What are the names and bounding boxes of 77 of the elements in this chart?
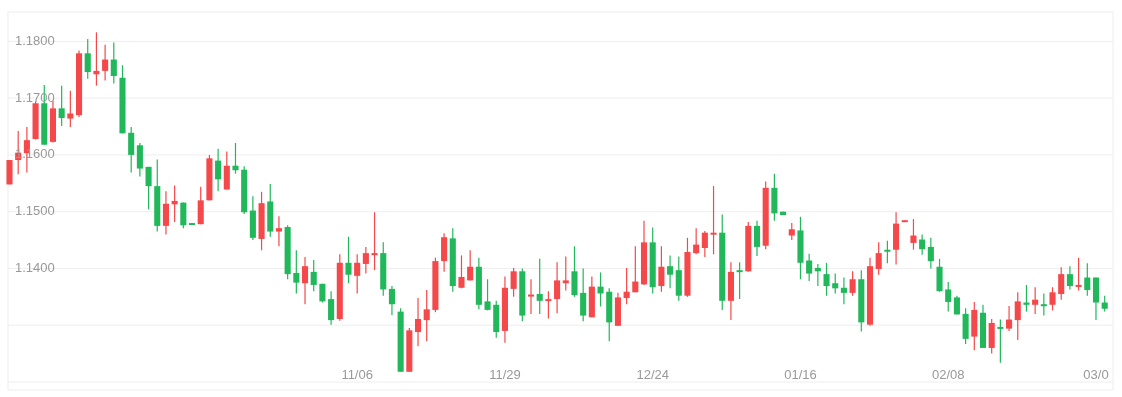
- candlestick: [632, 245, 639, 293]
- candlestick: [371, 211, 378, 271]
- candlestick: [328, 290, 335, 326]
- candlestick: [884, 240, 891, 264]
- candlestick: [823, 262, 830, 297]
- candlestick: [510, 267, 517, 298]
- x-tick-label: 11/06: [341, 367, 373, 382]
- candlestick: [197, 186, 204, 225]
- candlestick: [467, 249, 474, 281]
- candlestick: [623, 267, 630, 305]
- candlestick: [753, 220, 761, 257]
- candlestick: [441, 232, 448, 273]
- candlestick: [232, 142, 239, 175]
- candlestick: [215, 148, 222, 192]
- candlestick: [701, 230, 708, 258]
- candlestick: [484, 278, 491, 312]
- candlestick: [545, 290, 552, 320]
- candlestick: [1066, 265, 1073, 291]
- candlestick: [388, 285, 395, 316]
- candlestick: [693, 227, 700, 255]
- x-tick-label: 01/16: [784, 367, 817, 382]
- candlestick: [102, 44, 109, 82]
- y-tick-label: 1.1800: [15, 32, 55, 48]
- candlestick: [806, 253, 813, 282]
- candlestick: [1058, 266, 1065, 301]
- candlestick: [1014, 291, 1021, 341]
- candlestick: [875, 241, 882, 276]
- candlestick: [910, 218, 917, 251]
- y-tick-label: 1.1500: [15, 203, 55, 219]
- candlestick: [67, 90, 74, 128]
- candlestick: [58, 85, 65, 127]
- candlestick: [301, 256, 309, 305]
- candlestick: [919, 233, 926, 256]
- candlestick: [345, 236, 352, 284]
- candlestick: [362, 246, 369, 275]
- candlestick: [1032, 286, 1039, 315]
- candlestick: [554, 261, 561, 314]
- candlestick: [562, 255, 569, 292]
- candlestick: [275, 215, 282, 247]
- candlestick: [110, 41, 117, 84]
- candlestick: [710, 185, 717, 255]
- candlestick: [1084, 262, 1091, 297]
- y-tick-label: 1.1400: [15, 259, 55, 275]
- candlestick: [840, 276, 847, 305]
- candlestick: [293, 249, 300, 295]
- candlestick: [736, 261, 743, 300]
- x-tick-label: 12/24: [636, 367, 669, 382]
- candlestick: [580, 267, 587, 322]
- candlestick: [310, 259, 317, 292]
- candlestick: [458, 254, 465, 289]
- candlestick: [849, 270, 856, 297]
- candlestick: [136, 142, 143, 178]
- candlestick: [354, 253, 361, 295]
- x-tick-label: 03/0: [1083, 367, 1109, 382]
- x-tick-label: 11/29: [489, 367, 521, 382]
- candlestick: [527, 278, 535, 315]
- candlestick: [1006, 305, 1013, 332]
- candlestick: [128, 126, 135, 174]
- candlestick: [667, 254, 674, 289]
- candlestick: [223, 150, 230, 191]
- candlestick: [997, 318, 1004, 364]
- candlestick: [571, 245, 578, 298]
- candlestick: [84, 38, 91, 80]
- candlestick: [927, 237, 934, 270]
- candlestick: [414, 297, 422, 347]
- candlestick: [658, 245, 665, 293]
- candlestick: [1040, 292, 1047, 317]
- candlestick: [1049, 286, 1056, 312]
- x-tick-label: 02/08: [931, 367, 965, 382]
- candlestick: [162, 190, 169, 235]
- candlestick: [1075, 257, 1082, 292]
- candlestick: [945, 281, 952, 313]
- candlestick: [145, 166, 152, 211]
- candlestick: [423, 289, 430, 342]
- candlestick: [832, 272, 839, 295]
- candlestick: [180, 202, 187, 229]
- candlestick: [536, 258, 543, 315]
